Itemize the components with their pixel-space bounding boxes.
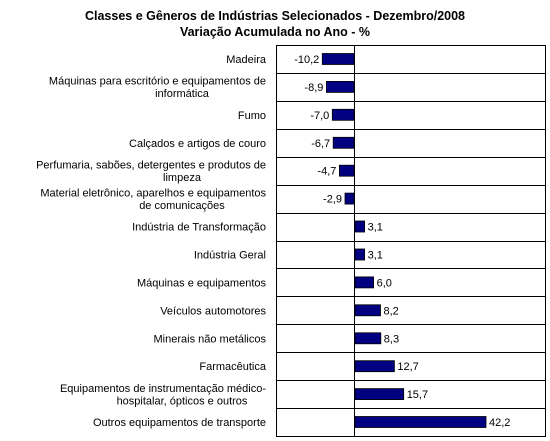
category-label: Máquinas para escritório e equipamentos … xyxy=(49,76,266,101)
chart-grid xyxy=(276,73,545,409)
value-label: -10,2 xyxy=(294,54,319,66)
category-labels: Madeira Máquinas para escritório e equipa… xyxy=(36,54,267,429)
value-label: -4,7 xyxy=(317,166,336,178)
value-labels: -10,2 -8,9 -7,0 -6,7 -4,7 -2,9 3,1 3,1 6,0 8,2 8,3… xyxy=(294,54,510,429)
category-label: Fumo xyxy=(238,110,266,122)
category-label: Calçados e artigos de couro xyxy=(129,138,266,150)
bar xyxy=(338,164,355,177)
category-label: Indústria Geral xyxy=(194,250,266,262)
category-label: Outros equipamentos de transporte xyxy=(93,417,266,429)
value-label: 12,7 xyxy=(397,361,418,373)
plot-frame xyxy=(276,45,546,437)
category-label: Equipamentos de instrumentação médico-ho… xyxy=(60,383,266,408)
bar xyxy=(325,81,355,93)
value-label: 3,1 xyxy=(368,222,383,234)
chart-title: Classes e Gêneros de Indústrias Selecion… xyxy=(84,9,466,23)
category-label: Farmacêutica xyxy=(199,361,267,373)
chart-bars xyxy=(321,53,487,428)
bar xyxy=(331,108,355,121)
category-label: Máquinas e equipamentos xyxy=(137,277,267,289)
value-label: 8,3 xyxy=(384,333,399,345)
bar xyxy=(354,360,395,373)
bar xyxy=(354,332,382,345)
category-label: Minerais não metálicos xyxy=(154,333,267,345)
bar xyxy=(354,304,381,317)
bar xyxy=(354,248,366,261)
value-label: -7,0 xyxy=(310,110,329,122)
bar xyxy=(354,416,487,428)
category-label: Material eletrônico, aparelhos e equipam… xyxy=(40,187,266,212)
category-label: Veículos automotores xyxy=(160,305,266,317)
value-label: -2,9 xyxy=(323,194,342,206)
bar xyxy=(354,276,375,289)
category-label: Madeira xyxy=(226,54,267,66)
value-label: 15,7 xyxy=(407,389,428,401)
value-label: 3,1 xyxy=(368,250,383,262)
bar xyxy=(321,53,355,65)
bar xyxy=(332,136,355,149)
value-label: 8,2 xyxy=(384,305,399,317)
category-label: Indústria de Transformação xyxy=(132,222,266,234)
category-label: Perfumaria, sabões, detergentes e produt… xyxy=(36,159,266,184)
value-label: -8,9 xyxy=(304,82,323,94)
bar xyxy=(344,192,355,205)
value-label: -6,7 xyxy=(311,138,330,150)
chart-subtitle: Variação Acumulada no Ano - % xyxy=(179,25,371,39)
bar xyxy=(354,388,405,401)
value-label: 42,2 xyxy=(489,417,510,429)
bar xyxy=(354,220,366,233)
value-label: 6,0 xyxy=(377,277,392,289)
